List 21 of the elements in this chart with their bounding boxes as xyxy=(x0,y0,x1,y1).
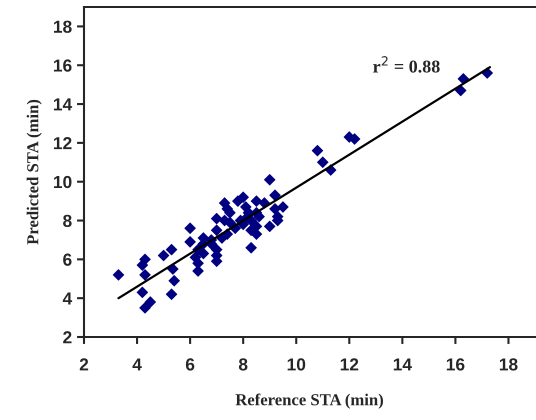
y-tick-label: 2 xyxy=(63,331,72,344)
y-tick-label: 6 xyxy=(63,254,72,266)
y-tick-label: 4 xyxy=(62,292,72,304)
y-tick-label: 8 xyxy=(63,214,72,227)
x-tick-label: 6 xyxy=(186,358,194,371)
x-tick-label: 2 xyxy=(80,358,88,370)
y-tick-label: 14 xyxy=(54,98,72,110)
y-tick-label: 10 xyxy=(54,176,72,188)
x-tick-label: 14 xyxy=(394,358,412,370)
x-tick-label: 8 xyxy=(238,358,248,371)
x-tick-label: 12 xyxy=(340,358,358,370)
y-tick-label: 12 xyxy=(54,137,72,150)
x-tick-label: 10 xyxy=(288,358,306,371)
x-axis-title: Reference STA (min) xyxy=(236,393,383,409)
y-axis-title: Predicted STA (min) xyxy=(26,100,42,245)
y-tick-label: 18 xyxy=(54,20,72,33)
x-tick-label: 4 xyxy=(132,358,142,370)
y-tick-label: 16 xyxy=(54,59,72,72)
x-tick-label: 16 xyxy=(446,358,464,371)
annotation: r$^{2}$ = 0.88 xyxy=(373,56,440,73)
x-tick-label: 18 xyxy=(500,358,518,371)
